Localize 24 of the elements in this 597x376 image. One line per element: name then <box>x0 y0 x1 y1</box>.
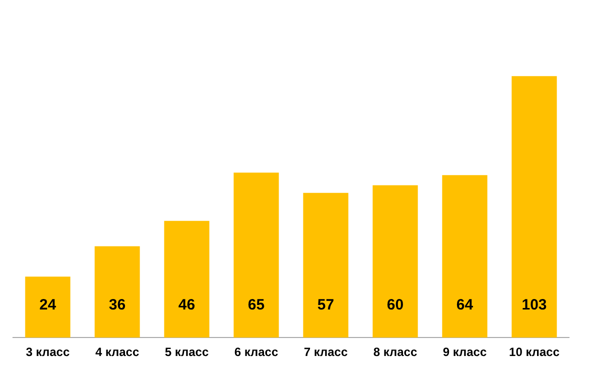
data-label: 65 <box>248 296 265 314</box>
x-tick-label: 5 класс <box>164 345 209 360</box>
x-tick-label: 7 класс <box>304 345 348 360</box>
data-label: 103 <box>522 296 547 314</box>
bar <box>94 246 140 338</box>
data-label: 36 <box>108 296 126 314</box>
data-label: 64 <box>456 296 474 314</box>
bar <box>372 185 418 338</box>
bar <box>512 76 557 338</box>
bar <box>442 175 488 338</box>
data-label: 60 <box>386 296 404 314</box>
bar <box>25 276 70 338</box>
x-tick-label: 9 класс <box>442 345 487 360</box>
data-label: 46 <box>178 296 196 314</box>
bar <box>303 192 348 338</box>
x-tick-label: 6 класс <box>234 345 278 360</box>
data-label: 57 <box>317 296 334 314</box>
x-tick-label: 3 класс <box>26 345 70 360</box>
x-tick-label: 8 класс <box>373 345 418 360</box>
x-tick-label: 10 класс <box>509 345 560 360</box>
bar <box>234 172 279 338</box>
x-tick-label: 4 класс <box>95 345 140 360</box>
data-label: 24 <box>39 296 57 314</box>
bar <box>164 220 210 338</box>
